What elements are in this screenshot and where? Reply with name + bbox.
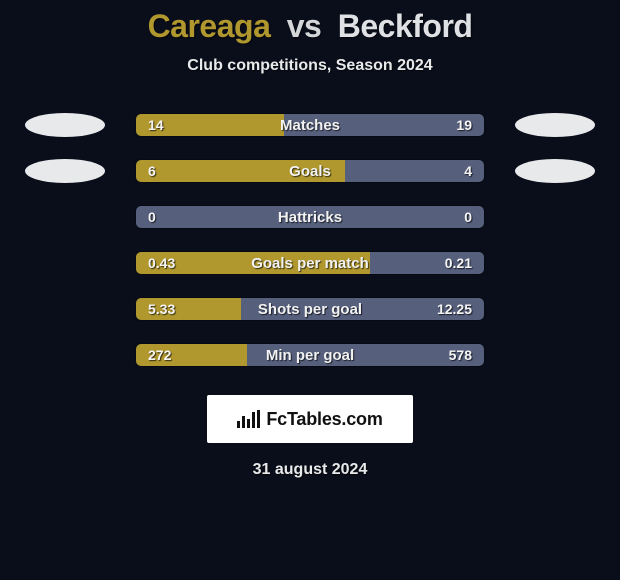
badge-slot-left [25, 159, 135, 183]
subtitle: Club competitions, Season 2024 [0, 57, 620, 75]
stat-bar: 5.3312.25Shots per goal [135, 297, 485, 321]
badge-slot-right [485, 159, 595, 183]
stat-row: 64Goals [0, 159, 620, 183]
bar-right-fill [241, 298, 484, 320]
stat-bar: 1419Matches [135, 113, 485, 137]
stat-bar: 0.430.21Goals per match [135, 251, 485, 275]
brand-text: FcTables.com [266, 409, 382, 430]
stat-bar: 00Hattricks [135, 205, 485, 229]
bar-right-fill [345, 160, 484, 182]
bar-left-fill [136, 160, 345, 182]
player1-name: Careaga [148, 8, 271, 44]
bar-left-fill [136, 114, 284, 136]
stat-row: 272578Min per goal [0, 343, 620, 367]
stat-row: 5.3312.25Shots per goal [0, 297, 620, 321]
player2-name: Beckford [338, 8, 473, 44]
bar-right-fill [284, 114, 484, 136]
badge-slot-right [485, 113, 595, 137]
stat-bar: 64Goals [135, 159, 485, 183]
bar-right-fill [370, 252, 484, 274]
bar-left-fill [136, 344, 247, 366]
bar-right-fill [247, 344, 484, 366]
player2-badge [515, 113, 595, 137]
player1-badge [25, 159, 105, 183]
stat-row: 0.430.21Goals per match [0, 251, 620, 275]
vs-label: vs [287, 8, 322, 44]
badge-slot-left [25, 113, 135, 137]
bar-left-fill [136, 206, 484, 228]
comparison-infographic: Careaga vs Beckford Club competitions, S… [0, 0, 620, 580]
bars-icon [237, 410, 260, 428]
date-label: 31 august 2024 [0, 461, 620, 479]
bar-left-fill [136, 298, 241, 320]
player2-badge [515, 159, 595, 183]
brand-badge: FcTables.com [207, 395, 413, 443]
stat-row: 00Hattricks [0, 205, 620, 229]
stats-rows: 1419Matches 64Goals 00Hattricks 0.430.21Goa… [0, 113, 620, 367]
stat-row: 1419Matches [0, 113, 620, 137]
stat-bar: 272578Min per goal [135, 343, 485, 367]
page-title: Careaga vs Beckford [0, 8, 620, 45]
player1-badge [25, 113, 105, 137]
bar-left-fill [136, 252, 370, 274]
